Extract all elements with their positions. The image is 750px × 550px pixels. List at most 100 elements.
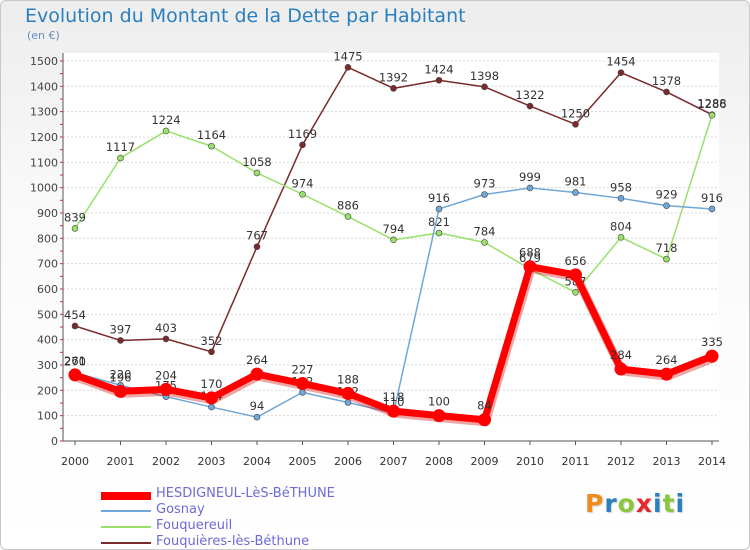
- data-point: [68, 368, 82, 382]
- data-label: 284: [610, 348, 632, 362]
- data-label: 397: [110, 322, 132, 336]
- logo-letter: r: [604, 489, 618, 518]
- proxiti-logo: Proxiti: [585, 489, 685, 518]
- data-point: [208, 142, 215, 150]
- y-tick-label: 200: [37, 384, 58, 397]
- y-tick-label: 300: [37, 359, 58, 372]
- data-label: 352: [201, 334, 223, 348]
- y-tick-label: 100: [37, 410, 58, 423]
- data-point: [114, 384, 127, 398]
- legend-label: Fouquereuil: [156, 518, 233, 533]
- legend-label: Fouquières-lès-Béthune: [156, 534, 310, 549]
- data-label: 270: [64, 355, 86, 369]
- data-point: [390, 236, 397, 244]
- data-point: [117, 154, 124, 162]
- logo-letter: t: [662, 489, 676, 518]
- data-point: [663, 202, 670, 209]
- data-label: 1378: [652, 74, 681, 88]
- data-label: 1454: [606, 55, 635, 69]
- data-point: [253, 169, 261, 177]
- data-label: 1424: [424, 62, 453, 76]
- data-label: 94: [250, 399, 265, 413]
- data-point: [660, 367, 673, 381]
- data-label: 1392: [379, 70, 408, 84]
- data-label: 170: [201, 377, 223, 391]
- y-tick-label: 1400: [30, 80, 58, 93]
- y-tick-label: 800: [37, 232, 58, 245]
- data-label: 1475: [333, 49, 362, 63]
- data-label: 264: [246, 353, 268, 367]
- y-tick-label: 0: [51, 435, 58, 448]
- y-tick-label: 1500: [30, 55, 58, 68]
- data-label: 118: [383, 390, 405, 404]
- data-label: 916: [428, 191, 450, 205]
- y-tick-label: 700: [37, 258, 58, 271]
- x-tick-label: 2000: [61, 455, 89, 468]
- logo-letter: P: [585, 489, 605, 518]
- data-point: [253, 413, 261, 421]
- logo-letter: i: [653, 489, 663, 518]
- x-tick-label: 2012: [607, 455, 635, 468]
- data-point: [208, 348, 215, 356]
- data-label: 1169: [288, 127, 317, 141]
- data-label: 261: [64, 354, 86, 368]
- x-tick-label: 2009: [471, 455, 499, 468]
- data-point: [387, 404, 400, 418]
- data-label: 981: [565, 174, 587, 188]
- data-label: 403: [155, 321, 177, 335]
- data-point: [526, 184, 534, 192]
- y-tick-label: 1300: [30, 106, 58, 119]
- x-tick-label: 2001: [107, 455, 135, 468]
- data-point: [71, 322, 79, 330]
- data-label: 718: [656, 241, 678, 255]
- data-point: [617, 234, 625, 241]
- data-point: [71, 225, 79, 232]
- legend-label: Gosnay: [156, 502, 205, 517]
- data-label: 454: [64, 308, 86, 322]
- data-label: 929: [656, 188, 678, 202]
- data-point: [208, 403, 215, 411]
- y-tick-label: 400: [37, 334, 58, 347]
- data-label: 679: [519, 251, 541, 265]
- data-point: [526, 102, 534, 110]
- x-tick-label: 2003: [198, 455, 226, 468]
- y-tick-label: 1000: [30, 182, 58, 195]
- data-label: 973: [474, 177, 496, 191]
- data-label: 1117: [106, 140, 135, 154]
- data-label: 784: [474, 224, 496, 238]
- data-label: 1058: [242, 155, 271, 169]
- plot-area: [63, 53, 719, 441]
- data-point: [435, 76, 443, 84]
- data-label: 1286: [697, 97, 726, 111]
- data-point: [341, 386, 355, 400]
- data-point: [299, 141, 306, 149]
- data-point: [572, 189, 579, 196]
- legend-swatch: [101, 510, 151, 512]
- data-label: 1288: [697, 97, 726, 111]
- data-point: [435, 205, 443, 213]
- data-label: 1398: [470, 69, 499, 83]
- data-label: 188: [337, 372, 359, 386]
- data-point: [432, 409, 446, 423]
- data-label: 1224: [151, 113, 180, 127]
- data-label: 1322: [515, 88, 544, 102]
- data-point: [708, 205, 716, 213]
- x-tick-label: 2006: [334, 455, 362, 468]
- data-point: [205, 391, 218, 405]
- x-tick-label: 2002: [152, 455, 180, 468]
- data-label: 688: [519, 246, 541, 260]
- data-label: 999: [519, 170, 541, 184]
- legend-swatch: [101, 492, 151, 500]
- data-label: 821: [428, 215, 450, 229]
- data-label: 839: [64, 210, 86, 224]
- chart-title: Evolution du Montant de la Dette par Hab…: [25, 5, 466, 27]
- logo-letter: i: [675, 489, 686, 518]
- data-label: 196: [110, 370, 132, 384]
- x-tick-label: 2007: [380, 455, 408, 468]
- y-tick-label: 500: [37, 308, 58, 321]
- data-label: 204: [155, 368, 177, 382]
- data-point: [663, 255, 670, 263]
- x-tick-label: 2008: [425, 455, 453, 468]
- x-tick-label: 2004: [243, 455, 271, 468]
